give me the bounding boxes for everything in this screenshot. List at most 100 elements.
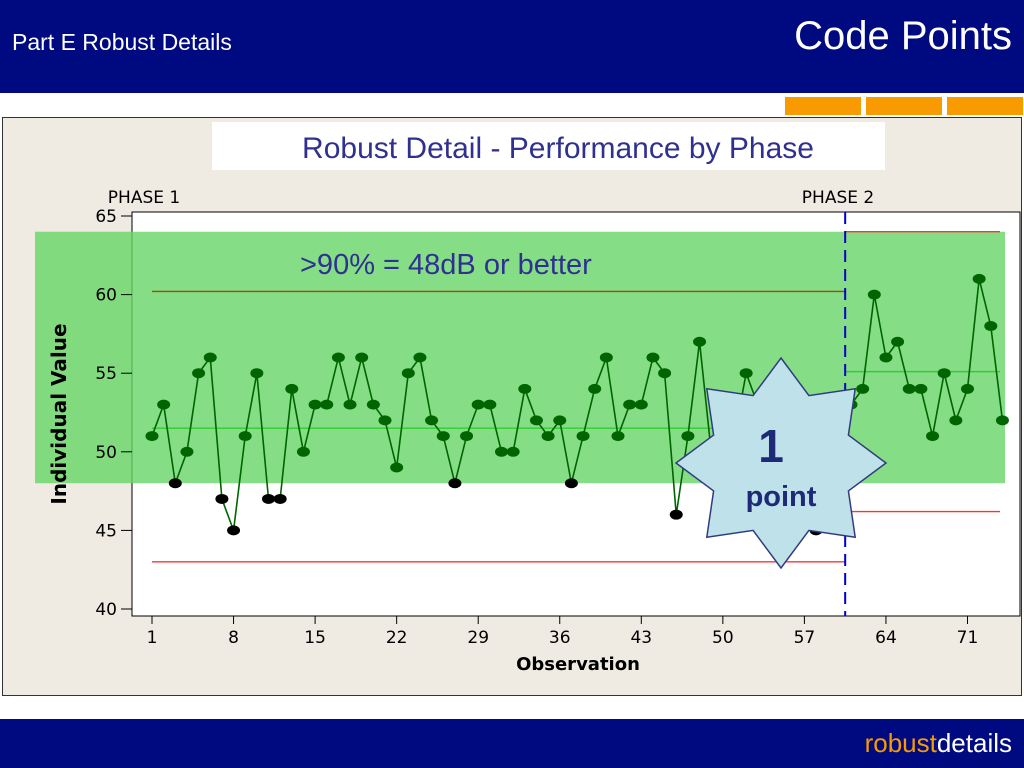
data-point [914, 383, 928, 394]
x-tick-label: 29 [467, 628, 489, 648]
header-bar [0, 0, 1024, 93]
y-tick-label: 65 [95, 207, 117, 227]
x-tick-label: 15 [304, 628, 326, 648]
data-point [995, 415, 1009, 426]
data-point [157, 399, 171, 410]
data-point [867, 289, 881, 300]
data-point [401, 368, 415, 379]
data-point [541, 431, 555, 442]
data-point [273, 493, 287, 504]
data-point [495, 446, 508, 457]
data-point [343, 399, 357, 410]
x-tick-label: 1 [147, 628, 158, 648]
callout-text: point [746, 481, 817, 513]
data-point [529, 415, 543, 426]
data-point [390, 462, 404, 473]
data-point [658, 368, 672, 379]
phase-2-label: PHASE 2 [802, 188, 874, 208]
x-tick-label: 22 [386, 628, 408, 648]
data-point [203, 352, 217, 363]
x-tick-label: 64 [875, 628, 897, 648]
slide-title: Code Points [794, 14, 1012, 58]
data-point [296, 446, 310, 457]
data-point [262, 493, 275, 504]
data-point [192, 368, 206, 379]
brand-logo: robustdetails [865, 728, 1012, 759]
data-point [611, 431, 625, 442]
data-point [308, 399, 322, 410]
data-point [215, 493, 229, 504]
chart-title: Robust Detail - Performance by Phase [302, 132, 814, 165]
y-tick-label: 55 [95, 364, 117, 384]
brand-part-2: details [936, 728, 1012, 758]
data-point [471, 399, 485, 410]
data-point [355, 352, 369, 363]
x-tick-label: 36 [549, 628, 571, 648]
data-point [518, 383, 532, 394]
data-point [634, 399, 648, 410]
data-point [646, 352, 660, 363]
data-point [180, 446, 194, 457]
phase-1-label: PHASE 1 [108, 188, 180, 208]
data-point [238, 431, 252, 442]
accent-bar-2 [866, 97, 942, 115]
data-point [937, 368, 951, 379]
data-point [739, 368, 753, 379]
y-axis-label: Individual Value [47, 323, 71, 504]
x-tick-label: 43 [630, 628, 652, 648]
y-tick-label: 50 [95, 443, 117, 463]
data-point [285, 383, 299, 394]
data-point [984, 321, 998, 332]
data-point [413, 352, 427, 363]
data-point [378, 415, 392, 426]
data-point [693, 336, 707, 347]
data-point [926, 431, 940, 442]
accent-bar-3 [947, 97, 1023, 115]
data-point [879, 352, 893, 363]
band-label: >90% = 48dB or better [300, 249, 592, 281]
data-point [483, 399, 497, 410]
data-point [681, 431, 695, 442]
data-point [599, 352, 613, 363]
data-point [227, 525, 241, 536]
y-tick-label: 40 [95, 600, 117, 620]
footer-bar [0, 719, 1024, 768]
x-tick-label: 50 [712, 628, 734, 648]
x-tick-label: 71 [957, 628, 979, 648]
data-point [448, 478, 462, 489]
callout-star [674, 356, 888, 570]
y-tick-label: 60 [95, 286, 117, 306]
data-point [576, 431, 590, 442]
x-axis-label: Observation [516, 654, 640, 675]
data-point [331, 352, 345, 363]
data-point [250, 368, 264, 379]
data-point [564, 478, 578, 489]
data-point [949, 415, 963, 426]
data-point [436, 431, 450, 442]
data-point [366, 399, 380, 410]
accent-bar-1 [785, 97, 861, 115]
data-point [320, 399, 334, 410]
data-point [460, 431, 474, 442]
chart-title-box [212, 122, 885, 170]
data-point [669, 509, 683, 520]
data-point [506, 446, 520, 457]
callout-number: 1 [758, 420, 784, 472]
data-point [588, 383, 602, 394]
data-point [623, 399, 637, 410]
data-point [891, 336, 905, 347]
data-point [168, 478, 182, 489]
data-point [856, 383, 870, 394]
data-point [961, 383, 974, 394]
slide-subtitle: Part E Robust Details [12, 29, 232, 55]
data-point [972, 273, 986, 284]
data-point [902, 383, 916, 394]
x-tick-label: 8 [228, 628, 239, 648]
data-point [553, 415, 567, 426]
brand-part-1: robust [864, 728, 937, 758]
data-point [425, 415, 439, 426]
y-tick-label: 45 [95, 521, 117, 541]
data-point [145, 431, 159, 442]
x-tick-label: 57 [794, 628, 816, 648]
